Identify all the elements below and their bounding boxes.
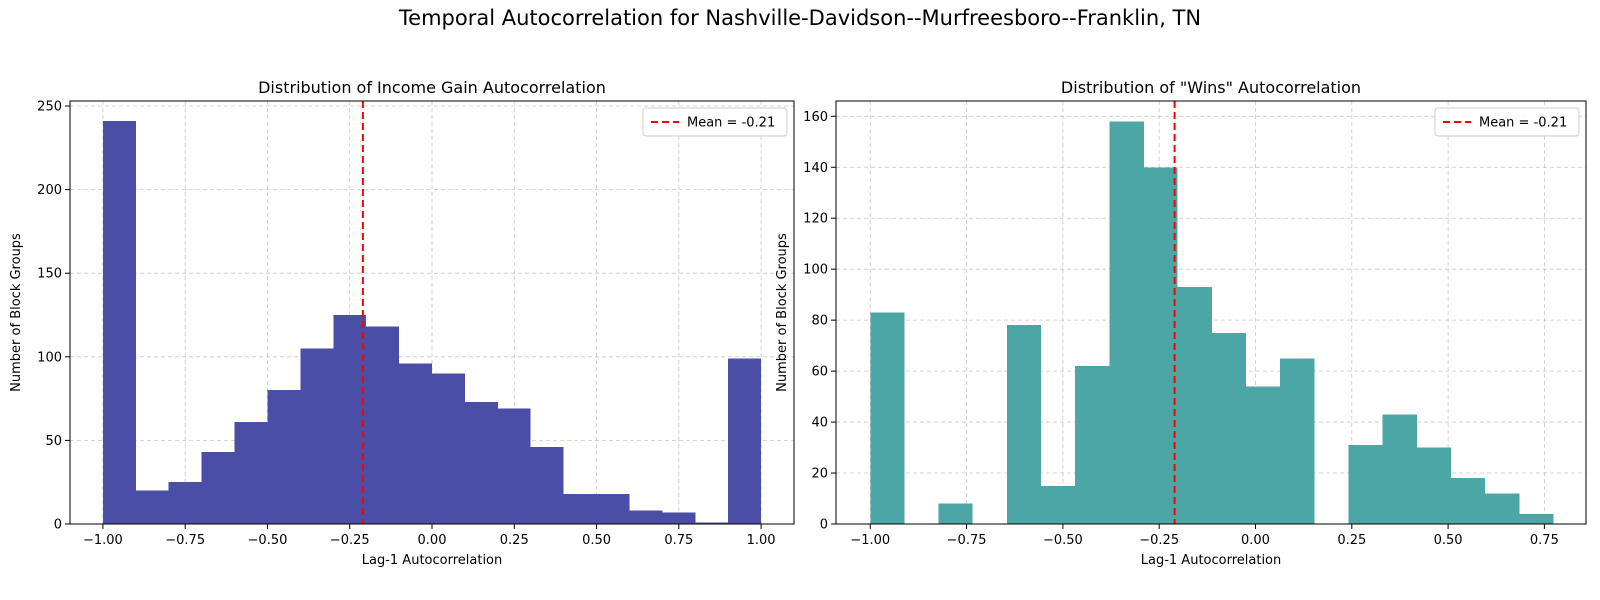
histogram-bar xyxy=(530,447,564,524)
histogram-bar xyxy=(135,490,169,524)
legend: Mean = -0.21 xyxy=(642,107,788,137)
x-tick-label: 0.00 xyxy=(1241,533,1270,548)
histogram-bar xyxy=(1246,386,1281,524)
histogram-bar xyxy=(201,452,235,524)
x-tick-label: 0.25 xyxy=(1337,533,1366,548)
histogram-bar xyxy=(1109,121,1144,524)
x-tick-label: −0.75 xyxy=(947,533,987,548)
histogram-bar xyxy=(234,422,268,524)
y-axis-label: Number of Block Groups xyxy=(775,233,790,392)
x-tick-label: −0.75 xyxy=(165,533,205,548)
panel-1: −1.00 −0.75 −0.50 −0.25 0.00 0.25 0.50 0.75 1.00… xyxy=(9,78,795,568)
y-tick-label: 250 xyxy=(37,100,62,115)
y-tick-label: 60 xyxy=(811,365,828,380)
histogram-bar xyxy=(168,482,202,524)
x-tick-label: −0.25 xyxy=(1139,533,1179,548)
histogram-bar xyxy=(1211,332,1247,524)
histogram-bar xyxy=(1348,445,1383,524)
y-tick-label: 80 xyxy=(811,314,828,329)
histogram-bar xyxy=(596,493,630,524)
histogram-bar xyxy=(870,312,905,524)
histogram-bar xyxy=(366,326,400,524)
y-tick-label: 50 xyxy=(45,434,62,449)
histogram-bar xyxy=(938,503,973,524)
histogram-bar xyxy=(695,522,729,524)
histogram-bar xyxy=(1040,485,1076,524)
histogram-bar xyxy=(300,348,334,524)
legend-mean-label: Mean = -0.21 xyxy=(687,116,775,131)
panel-2: −1.00 −0.75 −0.50 −0.25 0.00 0.25 0.50 0.75 0 20 4… xyxy=(775,78,1587,568)
x-tick-label: 0.75 xyxy=(1530,533,1559,548)
y-tick-label: 20 xyxy=(811,467,828,482)
x-axis-label: Lag-1 Autocorrelation xyxy=(362,553,503,568)
y-tick-label: 40 xyxy=(811,416,828,431)
histogram-bar xyxy=(728,358,762,524)
subplot-title: Distribution of "Wins" Autocorrelation xyxy=(1061,78,1361,97)
histogram-bar xyxy=(1485,493,1520,524)
histogram-bar xyxy=(497,408,531,524)
x-tick-label: −0.50 xyxy=(248,533,288,548)
y-tick-label: 160 xyxy=(803,110,828,125)
legend-mean-label: Mean = -0.21 xyxy=(1479,116,1567,131)
histogram-bar xyxy=(1177,287,1212,524)
y-tick-label: 100 xyxy=(37,350,62,365)
legend-box xyxy=(1434,107,1580,137)
x-tick-label: −1.00 xyxy=(850,533,890,548)
histogram-bar xyxy=(563,493,597,524)
x-tick-label: −0.50 xyxy=(1043,533,1083,548)
histogram-bar xyxy=(1143,167,1178,525)
figure-title: Temporal Autocorrelation for Nashville-D… xyxy=(398,6,1202,30)
y-tick-label: 0 xyxy=(54,518,62,533)
x-tick-label: 0.75 xyxy=(664,533,693,548)
histogram-bar xyxy=(333,315,367,524)
x-tick-label: 0.25 xyxy=(500,533,529,548)
y-tick-label: 200 xyxy=(37,183,62,198)
histogram-bar xyxy=(1416,447,1451,524)
histogram-bar xyxy=(1075,366,1110,524)
histogram-bar xyxy=(102,121,136,525)
y-tick-label: 100 xyxy=(803,263,828,278)
histogram-bar xyxy=(267,390,301,524)
histogram-bar xyxy=(1007,325,1041,524)
histogram-bar xyxy=(662,512,696,524)
histogram-bar xyxy=(1382,414,1417,524)
histogram-bar xyxy=(1280,358,1315,524)
x-tick-label: −0.25 xyxy=(330,533,370,548)
histogram-bar xyxy=(464,401,498,524)
histogram-bar xyxy=(1519,513,1554,524)
x-tick-label: 0.00 xyxy=(418,533,447,548)
x-tick-label: 1.00 xyxy=(747,533,776,548)
x-tick-label: 0.50 xyxy=(1434,533,1463,548)
histogram-bar xyxy=(399,363,432,524)
y-tick-label: 0 xyxy=(820,518,828,533)
legend-box xyxy=(642,107,788,137)
plot-frame xyxy=(835,100,1587,525)
histogram-bar xyxy=(629,510,663,524)
legend: Mean = -0.21 xyxy=(1434,107,1580,137)
y-tick-label: 120 xyxy=(803,212,828,227)
y-tick-label: 140 xyxy=(803,161,828,176)
histogram-bar xyxy=(432,373,465,524)
y-axis-label: Number of Block Groups xyxy=(9,233,24,392)
histogram-bar xyxy=(1450,478,1486,524)
x-axis-label: Lag-1 Autocorrelation xyxy=(1141,553,1282,568)
x-tick-label: −1.00 xyxy=(83,533,123,548)
x-tick-label: 0.50 xyxy=(582,533,611,548)
subplot-title: Distribution of Income Gain Autocorrelat… xyxy=(258,78,606,97)
y-tick-label: 150 xyxy=(37,267,62,282)
